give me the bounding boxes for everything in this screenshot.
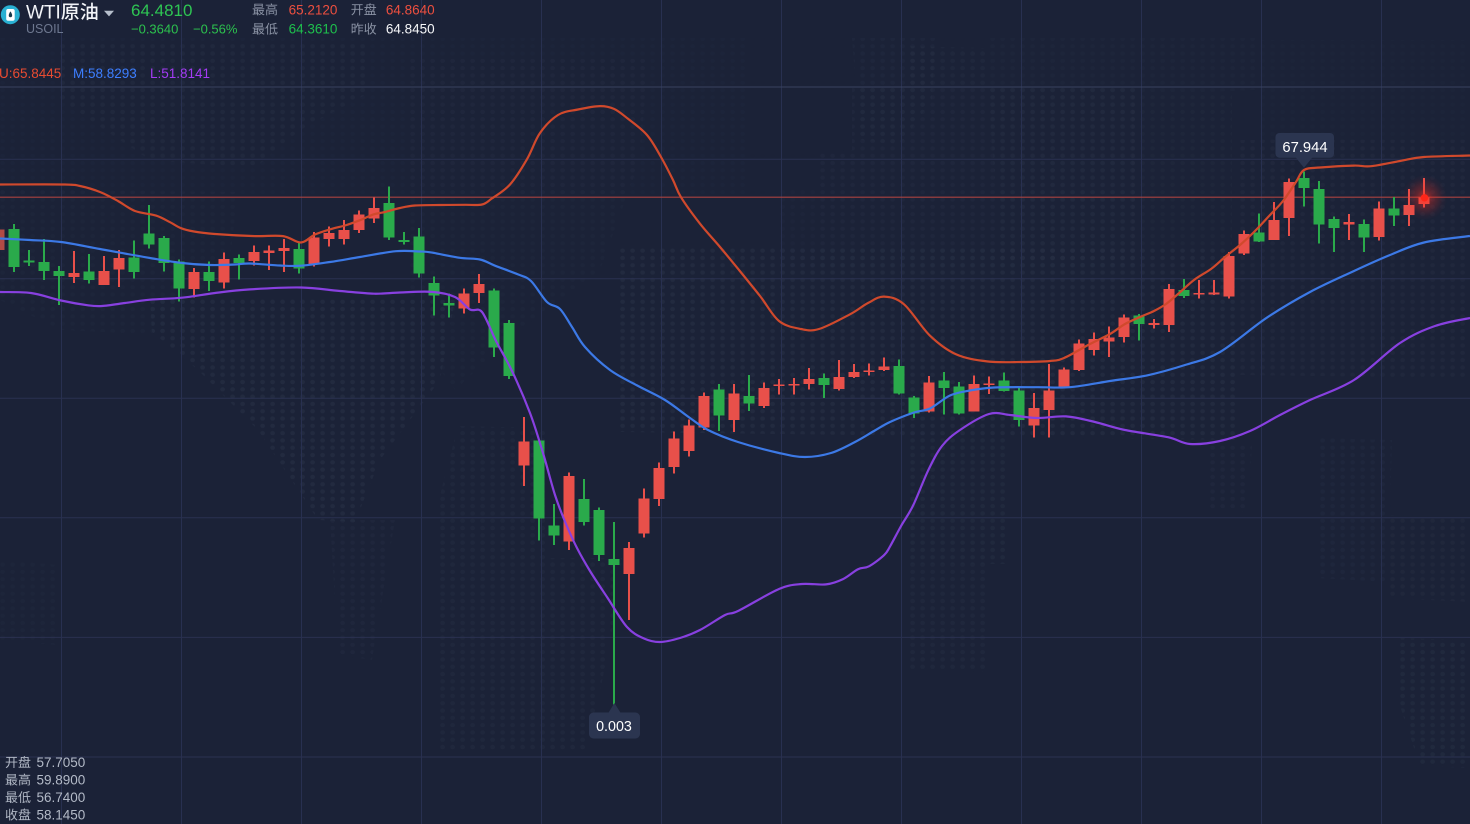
svg-text:64.3610: 64.3610 — [289, 22, 338, 37]
svg-text:58.1450: 58.1450 — [37, 808, 86, 823]
svg-text:L:51.8141: L:51.8141 — [150, 66, 210, 81]
svg-text:−0.56%: −0.56% — [193, 22, 238, 37]
svg-text:57.7050: 57.7050 — [37, 755, 86, 770]
svg-text:0.003: 0.003 — [596, 719, 632, 735]
svg-text:64.8450: 64.8450 — [386, 22, 435, 37]
svg-text:56.7400: 56.7400 — [37, 790, 86, 805]
svg-text:64.8640: 64.8640 — [386, 2, 435, 17]
svg-text:−0.3640: −0.3640 — [131, 22, 178, 37]
svg-text:M:58.8293: M:58.8293 — [73, 66, 137, 81]
svg-text:USOIL: USOIL — [26, 22, 64, 36]
svg-text:59.8900: 59.8900 — [37, 773, 86, 788]
svg-text:64.4810: 64.4810 — [131, 1, 192, 20]
svg-text:U:65.8445: U:65.8445 — [0, 66, 61, 81]
svg-text:65.2120: 65.2120 — [289, 2, 338, 17]
svg-text:67.944: 67.944 — [1282, 140, 1327, 156]
svg-text:WTI: WTI — [26, 3, 61, 24]
